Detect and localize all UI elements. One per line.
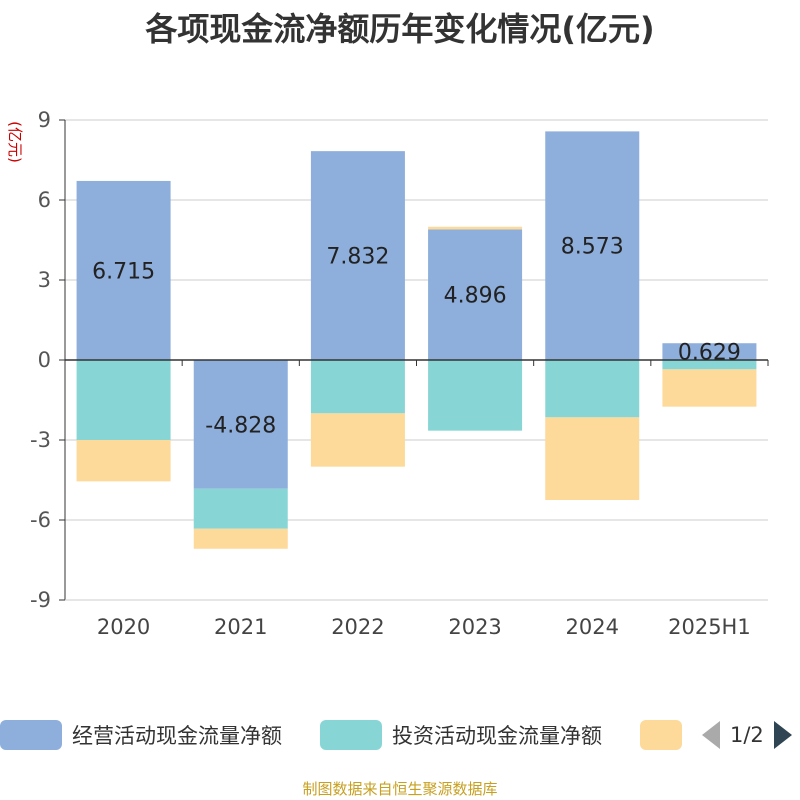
bar-operating-2025H1	[662, 343, 757, 360]
bar-operating-2024	[545, 131, 640, 360]
prev-page-icon[interactable]	[702, 721, 720, 749]
bar-operating-2020	[76, 180, 171, 360]
legend-swatch-operating	[0, 720, 62, 750]
bar-investing-2022	[310, 360, 405, 414]
y-tick-label: 9	[38, 108, 51, 132]
source-note: 制图数据来自恒生聚源数据库	[302, 780, 498, 798]
legend-item-investing[interactable]: 投资活动现金流量净额	[320, 718, 602, 752]
data-label: -4.828	[205, 413, 276, 438]
y-tick-label: -3	[30, 428, 51, 452]
chart-area: 9 6 3 0 -3 -6 -9 (亿元) 6.715 -4.828 7.832 4.896 8.573…	[6, 108, 769, 639]
x-tick-label: 2020	[97, 615, 150, 639]
y-tick-label: -9	[30, 588, 51, 612]
legend-pager: 1/2	[702, 720, 792, 750]
bar-operating-2022	[310, 151, 405, 360]
bar-third-2024	[545, 417, 640, 500]
data-label: 7.832	[326, 245, 389, 270]
bar-operating-2023	[428, 229, 523, 360]
bar-third-2021	[193, 528, 288, 549]
bar-third-2025H1	[662, 369, 757, 407]
bar-third-2023	[428, 226, 523, 230]
x-tick-label: 2024	[566, 615, 619, 639]
chart-title: 各项现金流净额历年变化情况(亿元)	[145, 10, 655, 48]
bar-investing-2021	[193, 488, 288, 529]
y-tick-label: 3	[38, 268, 51, 292]
data-label: 6.715	[92, 259, 155, 284]
data-label: 0.629	[678, 341, 741, 366]
legend-swatch-investing	[320, 720, 382, 750]
x-tick-label: 2022	[331, 615, 384, 639]
y-tick-label: -6	[30, 508, 51, 532]
x-tick-label: 2025H1	[668, 615, 751, 639]
bar-investing-2020	[76, 360, 171, 440]
bar-investing-2025H1	[662, 360, 757, 370]
x-tick-label: 2023	[448, 615, 501, 639]
legend-item-third[interactable]	[640, 718, 692, 752]
y-axis-label: (亿元)	[6, 121, 24, 163]
bar-third-2020	[76, 440, 171, 482]
bar-investing-2024	[545, 360, 640, 418]
legend-item-operating[interactable]: 经营活动现金流量净额	[0, 718, 282, 752]
next-page-icon[interactable]	[773, 721, 792, 749]
legend-swatch-third	[640, 720, 682, 750]
y-tick-label: 0	[38, 348, 51, 372]
y-tick-label: 6	[38, 188, 51, 212]
bar-operating-2021	[193, 360, 288, 489]
legend-page-indicator: 1/2	[730, 723, 764, 747]
legend-label-operating: 经营活动现金流量净额	[72, 724, 282, 748]
bar-investing-2023	[428, 360, 523, 431]
x-tick-label: 2021	[214, 615, 267, 639]
legend: 经营活动现金流量净额 投资活动现金流量净额 1/2	[0, 712, 800, 760]
data-label: 8.573	[561, 235, 624, 260]
bar-third-2022	[310, 413, 405, 467]
data-label: 4.896	[444, 284, 507, 309]
legend-label-investing: 投资活动现金流量净额	[392, 724, 602, 748]
